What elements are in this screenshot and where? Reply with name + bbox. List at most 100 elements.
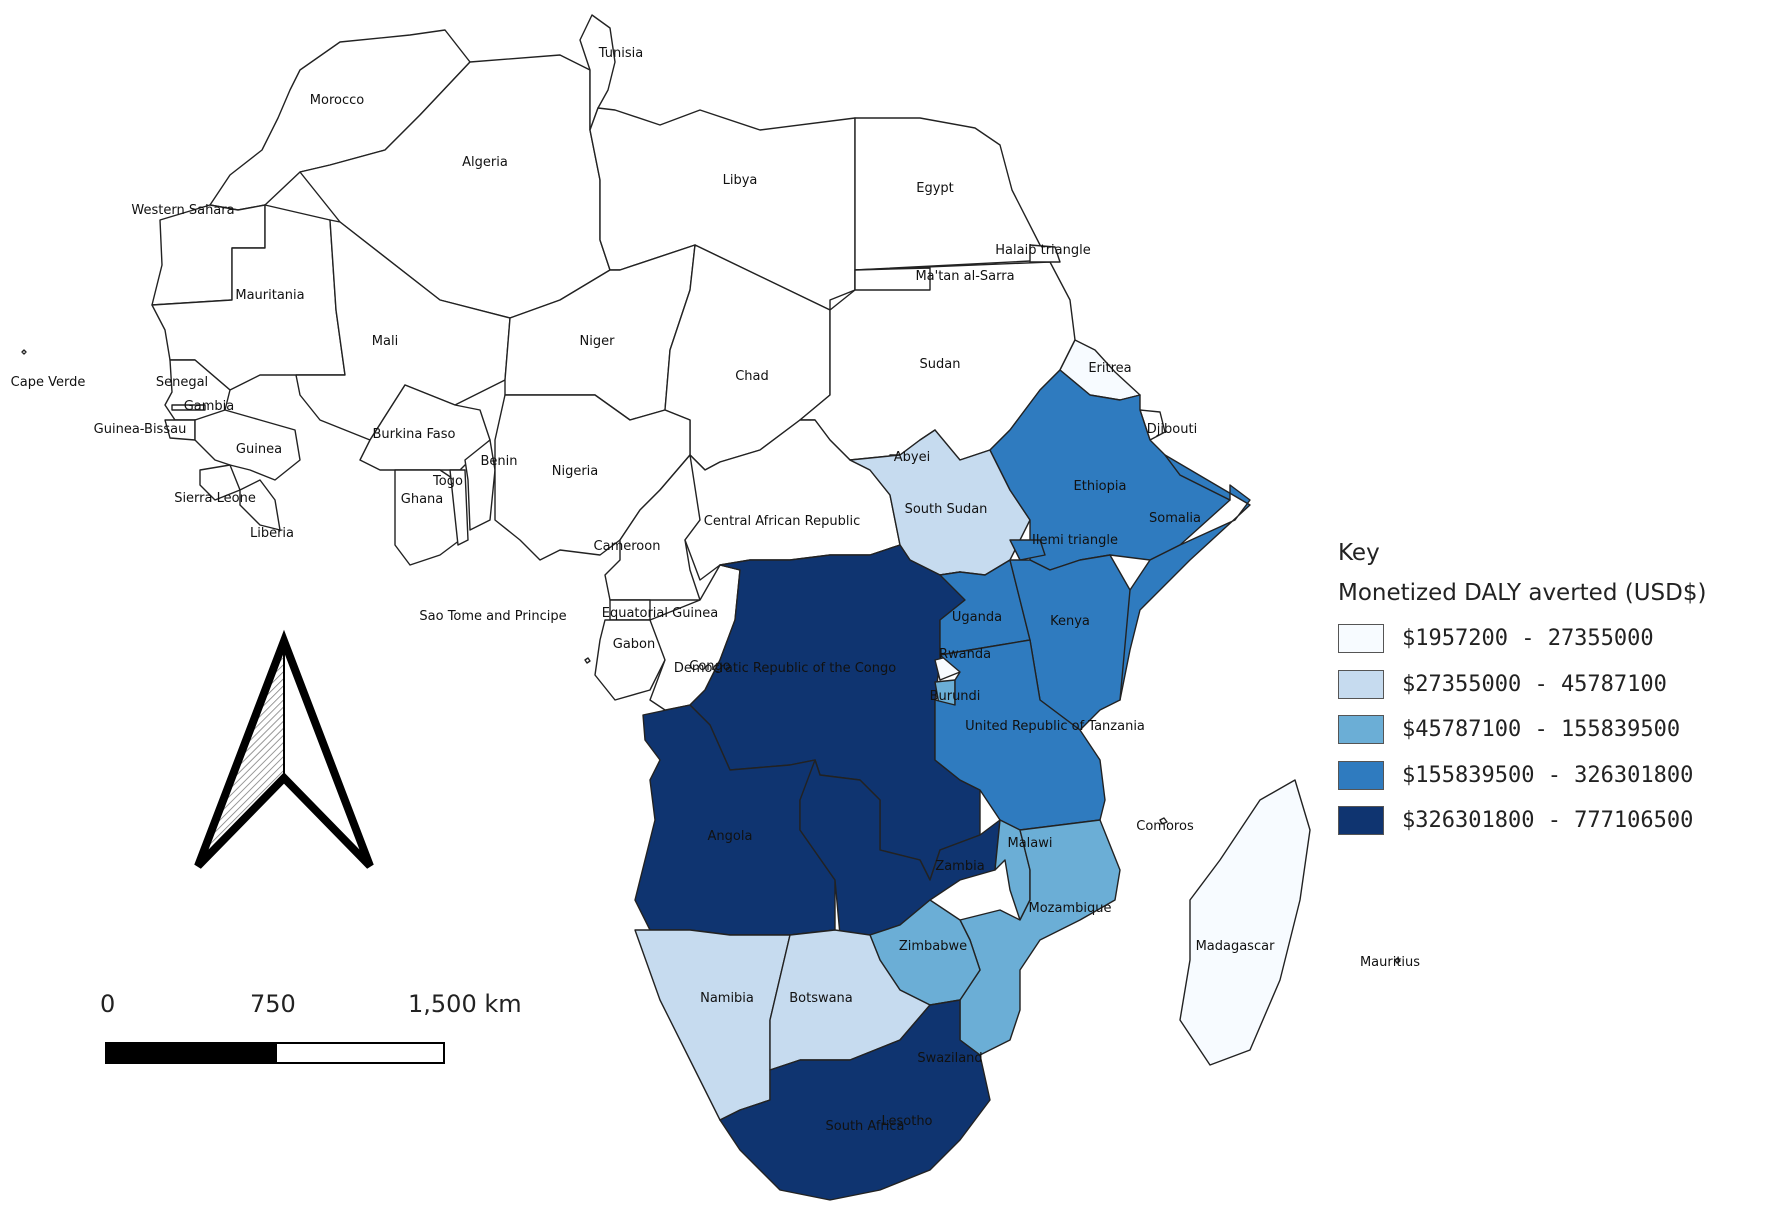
legend-swatch [1338,760,1384,790]
country-label-guinea: Guinea [236,442,282,457]
country-label-south-sudan: South Sudan [905,502,988,517]
country-label-niger: Niger [580,334,616,349]
country-label-togo: Togo [432,474,463,489]
country-cape-verde [21,349,27,355]
country-label-malawi: Malawi [1007,836,1052,851]
legend-range-label: $155839500 - 326301800 [1402,762,1694,788]
country-madagascar [1179,779,1311,1066]
country-label-libya: Libya [723,173,758,188]
country-label-zambia: Zambia [935,859,984,874]
country-label-central-african-republic: Central African Republic [704,514,860,529]
country-label-equatorial-guinea: Equatorial Guinea [602,606,719,621]
country-label-western-sahara: Western Sahara [131,203,234,218]
country-label-guinea-bissau: Guinea-Bissau [94,422,187,437]
legend-item: $155839500 - 326301800 [1338,753,1772,799]
north-arrow-icon [194,629,374,869]
country-halaib-triangle [1029,244,1061,263]
country-label-sudan: Sudan [920,357,961,372]
country-tunisia [579,14,616,131]
country-south-africa [719,999,991,1201]
country-label-comoros: Comoros [1136,819,1194,834]
country-label-madagascar: Madagascar [1196,939,1276,954]
country-label-halaib-triangle: Halaib triangle [995,243,1090,258]
country-label-morocco: Morocco [310,93,364,108]
country-label-somalia: Somalia [1149,511,1201,526]
country-label-kenya: Kenya [1050,614,1090,629]
country-ghana [394,469,461,566]
scale-label-start: 0 [100,990,116,1018]
country-label-senegal: Senegal [156,375,208,390]
legend-item: $326301800 - 777106500 [1338,798,1772,844]
country-sao-tome-and-principe [584,657,591,664]
country-guinea [194,409,301,481]
legend-swatch [1338,715,1384,745]
country-label-abyei: Abyei [894,450,930,465]
country-label-mali: Mali [372,334,398,349]
country-label-gambia: Gambia [184,399,235,414]
country-label-benin: Benin [480,454,517,469]
legend-range-label: $326301800 - 777106500 [1402,808,1694,834]
country-label-cape-verde: Cape Verde [11,375,86,390]
country-label-namibia: Namibia [700,991,754,1006]
country-ilemi-triangle [1009,539,1046,561]
country-label-liberia: Liberia [250,526,294,541]
legend-item: $1957200 - 27355000 [1338,616,1772,662]
scale-bar [105,1042,445,1064]
country-label-mauritius: Mauritius [1360,955,1420,970]
country-label-congo: Congo [689,659,731,674]
country-label-gabon: Gabon [613,637,656,652]
country-label-djibouti: Djibouti [1147,422,1197,437]
country-sierra-leone [199,464,241,501]
country-label-nigeria: Nigeria [552,464,599,479]
legend-item: $27355000 - 45787100 [1338,662,1772,708]
country-label-burundi: Burundi [930,689,981,704]
scale-bar-labels: 0 750 1,500 km [90,990,530,1020]
legend-range-label: $1957200 - 27355000 [1402,626,1654,652]
legend-swatch [1338,669,1384,699]
legend-range-label: $45787100 - 155839500 [1402,717,1681,743]
country-labels: Morocco Algeria Tunisia Libya Egypt Western S… [11,46,1421,1134]
legend-title: Key [1338,540,1380,566]
country-label-ethiopia: Ethiopia [1074,479,1127,494]
country-label-ma-tan-al-sarra: Ma'tan al-Sarra [915,269,1014,284]
country-label-eritrea: Eritrea [1088,361,1131,376]
legend-range-label: $27355000 - 45787100 [1402,671,1667,697]
country-label-ilemi-triangle: Ilemi triangle [1032,533,1118,548]
country-label-botswana: Botswana [789,991,853,1006]
country-libya [589,107,856,311]
legend-classes: $1957200 - 27355000 $27355000 - 45787100 $… [1338,616,1772,844]
country-label-tunisia: Tunisia [598,46,643,61]
country-label-lesotho: Lesotho [881,1114,932,1129]
country-gambia [171,404,206,411]
country-label-angola: Angola [708,829,753,844]
country-label-sierra-leone: Sierra Leone [174,491,256,506]
country-label-algeria: Algeria [462,155,508,170]
country-liberia [239,479,281,531]
map-legend: Key Monetized DALY averted (USD$) $19572… [1338,540,1772,844]
country-label-sao-tome-and-principe: Sao Tome and Principe [419,609,566,624]
country-label-mozambique: Mozambique [1029,901,1112,916]
country-benin [464,439,496,531]
country-label-cameroon: Cameroon [594,539,661,554]
country-label-mauritania: Mauritania [235,288,304,303]
legend-item: $45787100 - 155839500 [1338,707,1772,753]
country-label-ghana: Ghana [401,492,444,507]
country-mauritius [1394,957,1401,964]
country-label-egypt: Egypt [916,181,954,196]
country-label-swaziland: Swaziland [917,1051,982,1066]
country-label-burkina-faso: Burkina Faso [373,427,456,442]
country-label-rwanda: Rwanda [939,647,991,662]
country-label-zimbabwe: Zimbabwe [899,939,967,954]
scale-label-mid: 750 [250,990,296,1018]
country-label-chad: Chad [735,369,769,384]
country-ma-tan-al-sarra [854,267,931,291]
country-label-united-republic-of-tanzania: United Republic of Tanzania [965,719,1145,734]
legend-swatch [1338,624,1384,654]
country-label-democratic-republic-of-the-congo: Democratic Republic of the Congo [674,661,896,676]
country-label-uganda: Uganda [952,610,1002,625]
legend-swatch [1338,806,1384,836]
country-label-south-africa: South Africa [826,1119,905,1134]
country-ethiopia [989,369,1231,571]
legend-subtitle: Monetized DALY averted (USD$) [1338,580,1707,606]
